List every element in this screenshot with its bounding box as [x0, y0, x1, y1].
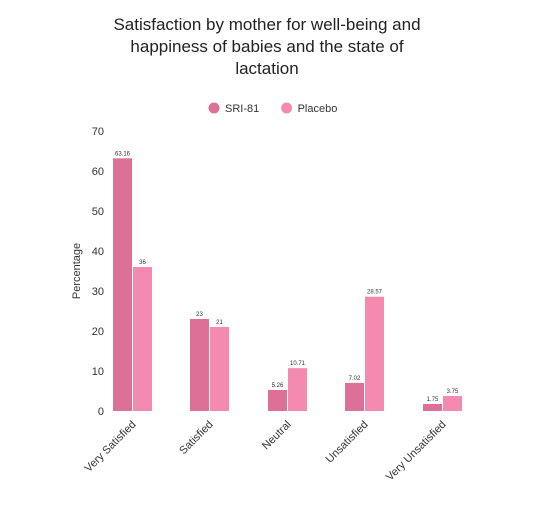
chart-title: Satisfaction by mother for well-being an… — [0, 14, 534, 80]
data-label: 36 — [139, 260, 146, 266]
chart-title-line: happiness of babies and the state of — [130, 37, 404, 56]
bar — [268, 389, 287, 411]
y-axis-title: Percentage — [71, 243, 83, 299]
legend-marker — [281, 102, 293, 114]
x-tick-label: Very Satisfied — [83, 419, 139, 475]
bar — [365, 296, 384, 411]
x-tick-label: Satisfied — [177, 419, 215, 457]
bar — [423, 404, 442, 411]
bar — [113, 158, 132, 411]
chart-title-line: Satisfaction by mother for well-being an… — [113, 15, 421, 34]
y-tick-label: 20 — [92, 326, 104, 338]
data-label: 3.75 — [447, 389, 459, 395]
data-label: 1.75 — [427, 397, 439, 403]
bar — [190, 319, 209, 411]
bar — [345, 382, 364, 411]
bar — [133, 267, 152, 411]
data-label: 21 — [216, 320, 223, 326]
data-label: 63.16 — [115, 151, 131, 157]
x-tick-label: Unsatisfied — [324, 419, 371, 466]
chart-title-line: lactation — [235, 59, 299, 78]
y-tick-label: 50 — [92, 206, 104, 218]
data-label: 7.02 — [349, 376, 361, 382]
y-tick-label: 40 — [92, 246, 104, 258]
bar — [288, 368, 307, 411]
y-tick-label: 30 — [92, 286, 104, 298]
y-tick-label: 60 — [92, 166, 104, 178]
data-label: 5.26 — [272, 383, 284, 389]
y-tick-label: 0 — [98, 406, 104, 418]
bar — [443, 396, 462, 411]
data-label: 28.57 — [367, 290, 383, 296]
bar — [210, 327, 229, 411]
legend-marker — [208, 102, 220, 114]
y-tick-label: 10 — [92, 366, 104, 378]
x-tick-label: Neutral — [260, 419, 294, 453]
legend-label: SRI-81 — [225, 103, 259, 115]
legend-label: Placebo — [298, 103, 338, 115]
data-label: 10.71 — [290, 361, 306, 367]
y-tick-label: 70 — [92, 126, 104, 138]
data-label: 23 — [196, 312, 203, 318]
x-tick-label: Very Unsatisfied — [384, 419, 449, 484]
